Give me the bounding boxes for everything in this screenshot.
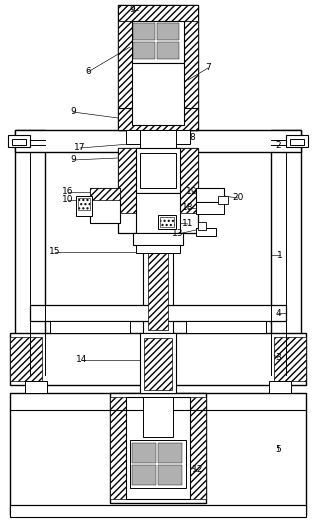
Bar [10, 393, 306, 515]
Bar [140, 333, 176, 393]
Bar [132, 21, 184, 63]
Text: 13: 13 [172, 230, 184, 239]
Bar [118, 5, 198, 21]
Bar [158, 465, 182, 485]
Bar [132, 465, 156, 485]
Bar [136, 148, 180, 193]
Bar [160, 217, 174, 227]
Bar [25, 381, 47, 393]
Bar [190, 397, 206, 499]
Bar [12, 139, 26, 145]
Bar [110, 393, 206, 503]
Bar [144, 338, 172, 390]
Text: 19: 19 [186, 187, 198, 196]
Bar [126, 130, 141, 144]
Text: 3: 3 [275, 353, 281, 362]
Bar [274, 337, 306, 381]
Bar [118, 5, 198, 130]
Text: 20: 20 [232, 194, 244, 203]
Bar [8, 135, 30, 147]
Bar [136, 193, 180, 233]
Bar [196, 202, 224, 214]
Bar [15, 130, 301, 152]
Bar [157, 42, 179, 59]
Bar [118, 108, 198, 130]
Text: 7: 7 [205, 64, 211, 73]
Bar [50, 321, 130, 333]
Bar [130, 440, 186, 488]
Bar [90, 188, 120, 223]
Bar [132, 443, 156, 463]
Bar [10, 333, 306, 385]
Bar [173, 148, 198, 213]
Bar [186, 321, 266, 333]
Bar [133, 23, 155, 40]
Bar [126, 397, 190, 499]
Bar [196, 188, 224, 202]
Bar [184, 21, 198, 130]
Bar [118, 148, 143, 213]
Bar [218, 196, 228, 204]
Bar [140, 130, 176, 148]
Text: 10: 10 [62, 196, 74, 205]
Bar [15, 130, 45, 375]
Bar [118, 148, 198, 233]
Bar [271, 130, 301, 375]
Bar [110, 397, 126, 499]
Bar [136, 245, 180, 253]
Text: 2: 2 [275, 140, 281, 149]
Bar [269, 381, 291, 393]
Bar [198, 222, 206, 230]
Text: 9: 9 [129, 6, 135, 15]
Bar [30, 305, 286, 321]
Bar [133, 233, 183, 245]
Text: 11: 11 [182, 219, 194, 229]
Bar [158, 215, 176, 229]
Bar [143, 233, 173, 333]
Text: 5: 5 [275, 445, 281, 455]
Bar [133, 42, 155, 59]
Bar [158, 443, 182, 463]
Bar [76, 196, 92, 216]
Text: 15: 15 [49, 247, 61, 256]
Bar [148, 238, 168, 330]
Bar [78, 198, 90, 210]
Text: 9: 9 [70, 156, 76, 164]
Text: 17: 17 [74, 144, 86, 152]
Text: 6: 6 [85, 67, 91, 77]
Bar [290, 139, 304, 145]
Bar [196, 228, 216, 236]
Text: 16: 16 [62, 187, 74, 196]
Bar [10, 337, 42, 381]
Bar [90, 188, 120, 200]
Text: 18: 18 [182, 204, 194, 212]
Text: 14: 14 [76, 355, 88, 364]
Text: 9: 9 [70, 108, 76, 116]
Bar [143, 397, 173, 437]
Bar [157, 23, 179, 40]
Bar [132, 63, 184, 125]
Text: 12: 12 [192, 466, 204, 474]
Bar [140, 153, 176, 188]
Bar [10, 505, 306, 517]
Text: 8: 8 [189, 134, 195, 143]
Bar [118, 21, 132, 130]
Text: 1: 1 [277, 251, 283, 259]
Text: 4: 4 [275, 309, 281, 317]
Bar [286, 135, 308, 147]
Bar [175, 130, 190, 144]
